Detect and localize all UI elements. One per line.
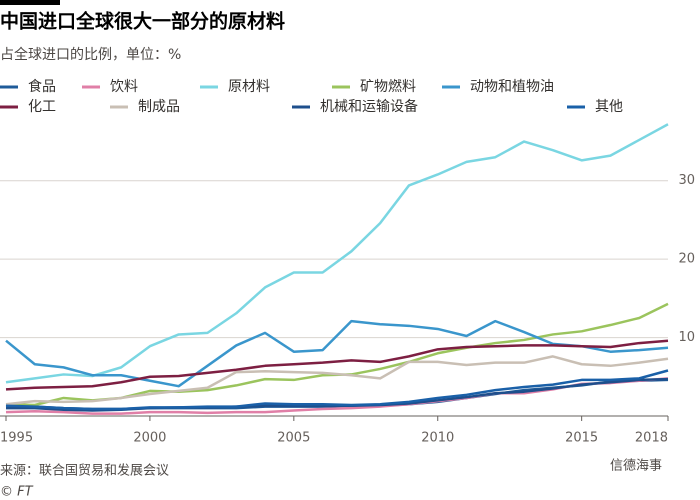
series-line [5, 339, 669, 391]
series-line [5, 355, 669, 406]
legend-label: 动物和植物油 [470, 79, 554, 95]
legend-label: 其他 [595, 99, 623, 115]
y-tick-label: 10 [678, 330, 695, 345]
chart-title: 中国进口全球很大一部分的原材料 [0, 10, 285, 33]
legend-label: 制成品 [138, 99, 180, 115]
series-line [5, 319, 669, 388]
x-tick-label: 1995 [0, 431, 33, 446]
x-tick-label: 2000 [133, 431, 166, 446]
x-tick-label: 2005 [277, 431, 310, 446]
watermark: 信德海事 [610, 459, 662, 474]
credit: © FT [0, 485, 34, 500]
legend-label: 食品 [28, 78, 56, 95]
x-tick-label: 2010 [421, 431, 454, 446]
series-line [5, 302, 669, 407]
legend-label: 矿物燃料 [360, 78, 416, 95]
legend-label: 饮料 [110, 79, 138, 95]
legend-label: 化工 [28, 99, 56, 115]
x-tick-label: 2015 [565, 431, 598, 446]
subtitle: 占全球进口的比例，单位：% [0, 46, 181, 63]
legend-label: 原材料 [228, 79, 270, 95]
source: 来源：联合国贸易和发展会议 [0, 463, 169, 479]
y-tick-label: 20 [678, 252, 695, 267]
series-line [5, 123, 669, 384]
legend-label: 机械和运输设备 [320, 98, 418, 115]
ft-bar [0, 0, 60, 5]
series-line [5, 369, 669, 411]
x-tick-label: 2018 [635, 431, 668, 446]
y-tick-label: 30 [678, 173, 695, 188]
